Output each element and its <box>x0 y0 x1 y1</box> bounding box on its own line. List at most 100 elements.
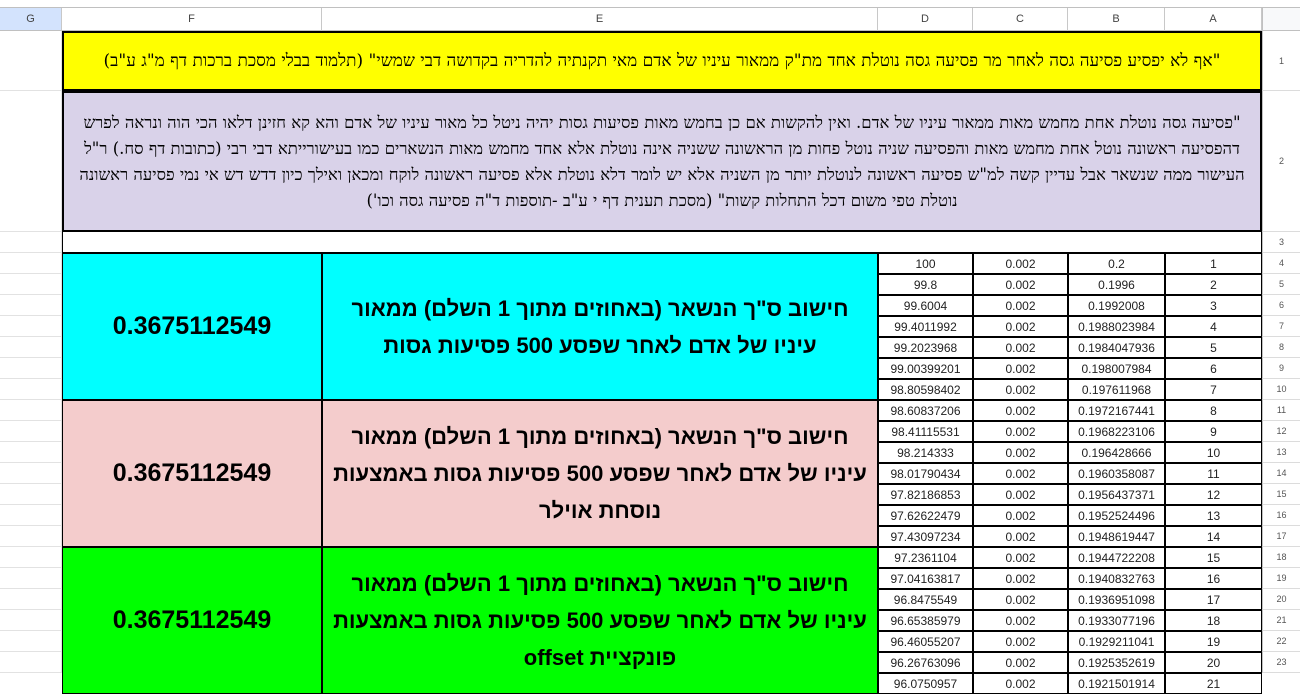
row-header-13[interactable]: 13 <box>1262 442 1300 463</box>
row-header-1[interactable]: 1 <box>1262 31 1300 91</box>
cell-d16[interactable]: 97.62622479 <box>878 505 973 526</box>
cell-d20[interactable]: 96.8475549 <box>878 589 973 610</box>
cell-c22[interactable]: 0.002 <box>973 631 1068 652</box>
cell-d10[interactable]: 98.80598402 <box>878 379 973 400</box>
cell-g15[interactable] <box>0 484 62 505</box>
cell-a17[interactable]: 14 <box>1165 526 1262 547</box>
cell-b4[interactable]: 0.2 <box>1068 253 1165 274</box>
cell-c17[interactable]: 0.002 <box>973 526 1068 547</box>
cell-g23[interactable] <box>0 652 62 673</box>
cell-g11[interactable] <box>0 400 62 421</box>
cell-b5[interactable]: 0.1996 <box>1068 274 1165 295</box>
cell-b15[interactable]: 0.1956437371 <box>1068 484 1165 505</box>
cell-d9[interactable]: 99.00399201 <box>878 358 973 379</box>
cell-g22[interactable] <box>0 631 62 652</box>
cell-g7[interactable] <box>0 316 62 337</box>
cell-b24[interactable]: 0.1921501914 <box>1068 673 1165 694</box>
row-header-10[interactable]: 10 <box>1262 379 1300 400</box>
cell-d17[interactable]: 97.43097234 <box>878 526 973 547</box>
column-header-c[interactable]: C <box>973 8 1068 31</box>
cell-b11[interactable]: 0.1972167441 <box>1068 400 1165 421</box>
row-header-8[interactable]: 8 <box>1262 337 1300 358</box>
cell-c24[interactable]: 0.002 <box>973 673 1068 694</box>
cell-a24[interactable]: 21 <box>1165 673 1262 694</box>
cell-d11[interactable]: 98.60837206 <box>878 400 973 421</box>
cell-c23[interactable]: 0.002 <box>973 652 1068 673</box>
cell-a18[interactable]: 15 <box>1165 547 1262 568</box>
cell-a13[interactable]: 10 <box>1165 442 1262 463</box>
cell-c13[interactable]: 0.002 <box>973 442 1068 463</box>
cell-a7[interactable]: 4 <box>1165 316 1262 337</box>
cell-c7[interactable]: 0.002 <box>973 316 1068 337</box>
row-header-15[interactable]: 15 <box>1262 484 1300 505</box>
cell-d5[interactable]: 99.8 <box>878 274 973 295</box>
row-header-3[interactable]: 3 <box>1262 232 1300 253</box>
row-header-11[interactable]: 11 <box>1262 400 1300 421</box>
cell-c14[interactable]: 0.002 <box>973 463 1068 484</box>
row-header-14[interactable]: 14 <box>1262 463 1300 484</box>
cell-a16[interactable]: 13 <box>1165 505 1262 526</box>
cell-d13[interactable]: 98.214333 <box>878 442 973 463</box>
column-header-b[interactable]: B <box>1068 8 1165 31</box>
cell-b16[interactable]: 0.1952524496 <box>1068 505 1165 526</box>
cell-a11[interactable]: 8 <box>1165 400 1262 421</box>
cell-g21[interactable] <box>0 610 62 631</box>
row-header-21[interactable]: 21 <box>1262 610 1300 631</box>
cell-a15[interactable]: 12 <box>1165 484 1262 505</box>
cell-a9[interactable]: 6 <box>1165 358 1262 379</box>
cell-c9[interactable]: 0.002 <box>973 358 1068 379</box>
cell-c19[interactable]: 0.002 <box>973 568 1068 589</box>
cell-a10[interactable]: 7 <box>1165 379 1262 400</box>
cell-c5[interactable]: 0.002 <box>973 274 1068 295</box>
row-header-22[interactable]: 22 <box>1262 631 1300 652</box>
column-header-g[interactable]: G <box>0 8 62 31</box>
cell-d12[interactable]: 98.41115531 <box>878 421 973 442</box>
cell-b19[interactable]: 0.1940832763 <box>1068 568 1165 589</box>
cell-g18[interactable] <box>0 547 62 568</box>
cell-c20[interactable]: 0.002 <box>973 589 1068 610</box>
row-header-9[interactable]: 9 <box>1262 358 1300 379</box>
cell-b17[interactable]: 0.1948619447 <box>1068 526 1165 547</box>
cell-b20[interactable]: 0.1936951098 <box>1068 589 1165 610</box>
cell-a23[interactable]: 20 <box>1165 652 1262 673</box>
cell-c4[interactable]: 0.002 <box>973 253 1068 274</box>
cell-a8[interactable]: 5 <box>1165 337 1262 358</box>
row-header-16[interactable]: 16 <box>1262 505 1300 526</box>
cell-b13[interactable]: 0.196428666 <box>1068 442 1165 463</box>
tosafot-quote-cell[interactable]: "פסיעה גסה נוטלת אחת מחמש מאות ממאור עינ… <box>62 91 1262 232</box>
cell-c18[interactable]: 0.002 <box>973 547 1068 568</box>
cell-d21[interactable]: 96.65385979 <box>878 610 973 631</box>
cell-g20[interactable] <box>0 589 62 610</box>
row-header-17[interactable]: 17 <box>1262 526 1300 547</box>
cell-d22[interactable]: 96.46055207 <box>878 631 973 652</box>
cell-b14[interactable]: 0.1960358087 <box>1068 463 1165 484</box>
cell-d23[interactable]: 96.26763096 <box>878 652 973 673</box>
cell-g10[interactable] <box>0 379 62 400</box>
empty-row-3[interactable] <box>62 232 1262 253</box>
description-cell-1[interactable]: חישוב ס"ך הנשאר (באחוזים מתוך 1 השלם) ממ… <box>322 253 878 400</box>
cell-g17[interactable] <box>0 526 62 547</box>
cell-d24[interactable]: 96.0750957 <box>878 673 973 694</box>
cell-g16[interactable] <box>0 505 62 526</box>
cell-c10[interactable]: 0.002 <box>973 379 1068 400</box>
column-header-f[interactable]: F <box>62 8 322 31</box>
row-header-23[interactable]: 23 <box>1262 652 1300 673</box>
cell-a21[interactable]: 18 <box>1165 610 1262 631</box>
cell-b22[interactable]: 0.1929211041 <box>1068 631 1165 652</box>
cell-a20[interactable]: 17 <box>1165 589 1262 610</box>
cell-g2[interactable] <box>0 91 62 232</box>
cell-b18[interactable]: 0.1944722208 <box>1068 547 1165 568</box>
row-header-18[interactable]: 18 <box>1262 547 1300 568</box>
cell-a6[interactable]: 3 <box>1165 295 1262 316</box>
cell-g6[interactable] <box>0 295 62 316</box>
column-header-a[interactable]: A <box>1165 8 1262 31</box>
result-cell-3[interactable]: 0.3675112549 <box>62 547 322 694</box>
cell-d14[interactable]: 98.01790434 <box>878 463 973 484</box>
cell-c21[interactable]: 0.002 <box>973 610 1068 631</box>
cell-c12[interactable]: 0.002 <box>973 421 1068 442</box>
cell-b8[interactable]: 0.1984047936 <box>1068 337 1165 358</box>
cell-g9[interactable] <box>0 358 62 379</box>
cell-d4[interactable]: 100 <box>878 253 973 274</box>
row-header-4[interactable]: 4 <box>1262 253 1300 274</box>
cell-a22[interactable]: 19 <box>1165 631 1262 652</box>
